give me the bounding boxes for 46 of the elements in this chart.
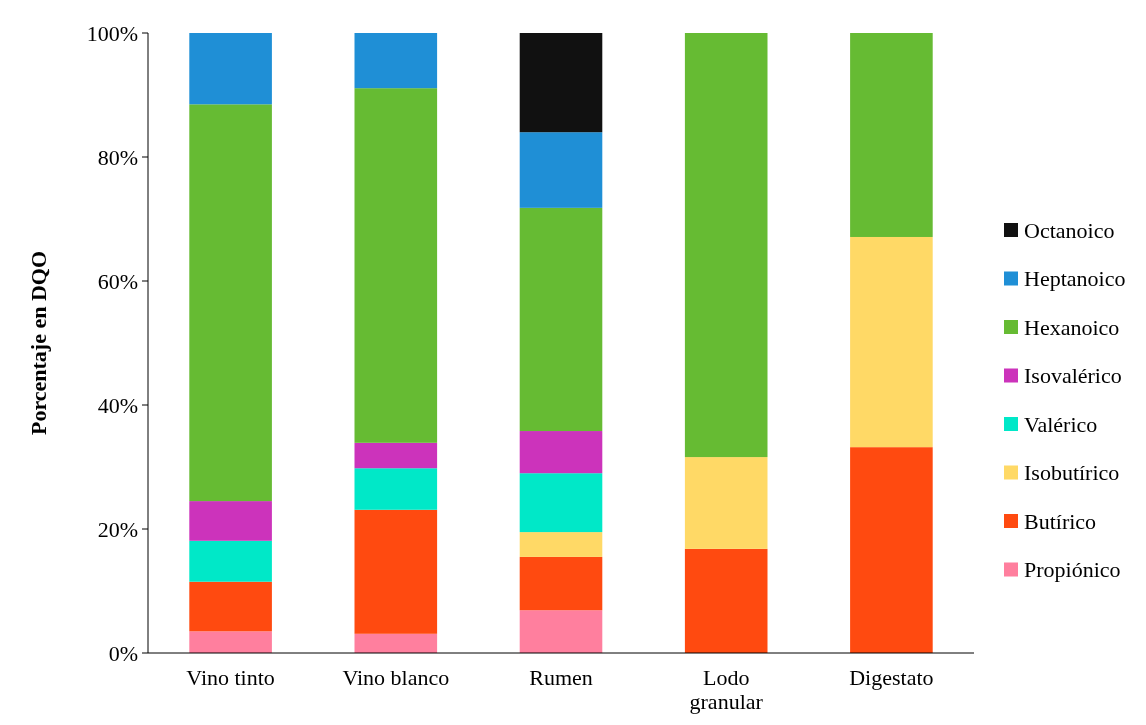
bar <box>684 548 768 653</box>
bar <box>519 132 603 208</box>
bar <box>354 33 438 89</box>
legend-label: Isovalérico <box>1024 363 1122 389</box>
bar <box>189 501 272 541</box>
bar <box>850 447 933 653</box>
x-tick-label: Vino blanco <box>342 665 450 690</box>
legend-label: Heptanoico <box>1024 266 1126 292</box>
bar <box>189 631 272 653</box>
legend-label: Propiónico <box>1024 557 1121 583</box>
y-tick-label: 80% <box>97 144 138 170</box>
bar <box>354 468 438 510</box>
y-tick-label: 0% <box>108 640 138 666</box>
legend-label: Octanoico <box>1024 217 1115 243</box>
bar <box>189 33 272 105</box>
y-axis-title: Porcentaje en DQO <box>26 250 51 436</box>
y-tick-label: 60% <box>97 268 138 294</box>
y-tick-label: 40% <box>97 392 138 418</box>
x-tick-label: Vino tinto <box>186 665 275 690</box>
y-tick-label: 20% <box>97 516 138 542</box>
y-tick-label: 100% <box>86 20 138 46</box>
bar <box>189 104 272 502</box>
bar <box>354 442 438 469</box>
x-tick-label: Lodo granular <box>689 665 764 714</box>
bar <box>519 431 603 474</box>
x-tick-label: Digestato <box>849 665 934 690</box>
bar <box>519 532 603 557</box>
bar <box>519 610 603 653</box>
bar <box>189 581 272 632</box>
legend-label: Butírico <box>1024 508 1097 534</box>
bar <box>519 473 603 533</box>
bar <box>684 457 768 549</box>
bar <box>519 33 603 133</box>
bar <box>850 236 933 448</box>
bar <box>519 207 603 432</box>
bar <box>354 633 438 653</box>
bar <box>850 33 933 237</box>
bar <box>684 33 768 458</box>
bar <box>189 540 272 582</box>
bar <box>354 88 438 443</box>
bar <box>519 556 603 611</box>
legend-label: Valérico <box>1024 411 1098 437</box>
legend-label: Hexanoico <box>1024 314 1120 340</box>
bar <box>354 509 438 634</box>
legend-label: Isobutírico <box>1024 460 1120 486</box>
x-tick-label: Rumen <box>529 665 593 690</box>
